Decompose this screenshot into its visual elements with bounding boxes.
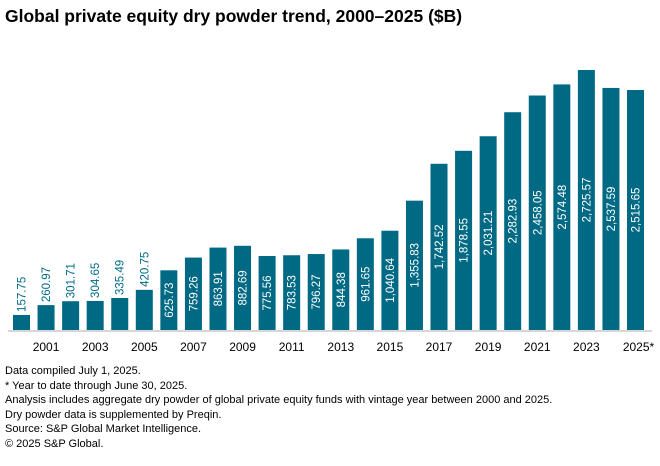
bar-2006	[160, 270, 178, 330]
x-tick-label-2011: 2011	[279, 340, 305, 354]
data-label-2018: 1,878.55	[459, 218, 471, 263]
x-tick-label-2025*: 2025*	[623, 340, 655, 354]
x-tick-label-2021: 2021	[524, 340, 551, 354]
data-label-2022: 2,574.48	[557, 185, 569, 230]
bar-2024	[602, 87, 620, 331]
bar-2013	[332, 249, 350, 330]
data-label-2017: 1,742.52	[434, 225, 446, 270]
x-tick-label-2003: 2003	[82, 340, 109, 354]
x-tick-label-2009: 2009	[229, 340, 256, 354]
data-label-2023: 2,725.57	[581, 178, 593, 223]
note-preqin: Dry powder data is supplemented by Preqi…	[5, 408, 222, 421]
data-label-2021: 2,458.05	[532, 190, 544, 235]
footnotes: Data compiled July 1, 2025. * Year to da…	[5, 364, 552, 452]
data-label-2015: 1,040.64	[385, 257, 397, 302]
bar-2025*	[627, 90, 644, 330]
bar-2016	[405, 200, 423, 330]
bar-2023	[577, 70, 595, 330]
data-label-2006: 625.73	[164, 283, 176, 318]
note-ytd: * Year to date through June 30, 2025.	[5, 379, 188, 392]
x-tick-label-2005: 2005	[131, 340, 158, 354]
data-label-2008: 863.91	[213, 271, 225, 306]
bar-2001	[37, 305, 55, 330]
bar-2007	[184, 257, 202, 330]
bar-2012	[307, 254, 325, 330]
x-tick-label-2023: 2023	[573, 340, 600, 354]
data-label-2003: 304.65	[90, 263, 102, 298]
bar-2017	[430, 163, 448, 330]
data-label-2019: 2,031.21	[483, 211, 495, 256]
bar-2008	[209, 247, 227, 330]
x-tick-label-2019: 2019	[475, 340, 502, 354]
data-label-2013: 844.38	[336, 272, 348, 307]
data-label-2007: 759.26	[188, 276, 200, 311]
bar-2020	[504, 112, 522, 331]
chart-title: Global private equity dry powder trend, …	[5, 6, 463, 26]
bar-2015	[381, 230, 399, 330]
bar-2019	[479, 136, 497, 330]
data-label-2014: 961.65	[360, 267, 372, 302]
x-tick-label-2001: 2001	[33, 340, 60, 354]
bar-2003	[86, 300, 104, 330]
note-copyright: © 2025 S&P Global.	[5, 437, 104, 450]
x-tick-label-2015: 2015	[377, 340, 404, 354]
bar-2014	[356, 238, 374, 330]
x-tick-label-2013: 2013	[327, 340, 354, 354]
bar-2010	[258, 256, 276, 330]
bar-2002	[62, 301, 80, 330]
bar-2004	[111, 297, 129, 330]
data-label-2001: 260.97	[41, 267, 53, 302]
bar-2009	[234, 245, 252, 330]
bar-2022	[553, 84, 571, 331]
note-date: Data compiled July 1, 2025.	[5, 365, 141, 377]
data-label-2005: 420.75	[139, 252, 151, 287]
data-label-2010: 775.56	[262, 275, 274, 310]
bar-2021	[528, 95, 546, 331]
data-label-2016: 1,355.83	[409, 243, 421, 288]
data-label-2000: 157.75	[17, 277, 29, 312]
note-analysis: Analysis includes aggregate dry powder o…	[5, 394, 553, 407]
data-label-2011: 783.53	[287, 275, 299, 310]
data-label-2024: 2,537.59	[606, 187, 618, 232]
x-tick-label-2017: 2017	[426, 340, 453, 354]
data-label-2025*: 2,515.65	[631, 188, 643, 233]
bar-2011	[283, 255, 301, 330]
data-label-2020: 2,282.93	[508, 199, 520, 244]
bar-chart: 157.75 260.97 301.71 304.65 335.49 420.75 625.…	[8, 70, 655, 354]
data-label-2009: 882.69	[238, 270, 250, 305]
data-label-2012: 796.27	[311, 274, 323, 309]
x-tick-label-2007: 2007	[180, 340, 207, 354]
data-label-2002: 301.71	[66, 263, 78, 298]
bar-2018	[455, 150, 473, 330]
data-label-2004: 335.49	[115, 260, 127, 295]
bar-2000	[13, 314, 30, 330]
note-source: Source: S&P Global Market Intelligence.	[5, 423, 202, 436]
bar-2005	[135, 289, 153, 330]
